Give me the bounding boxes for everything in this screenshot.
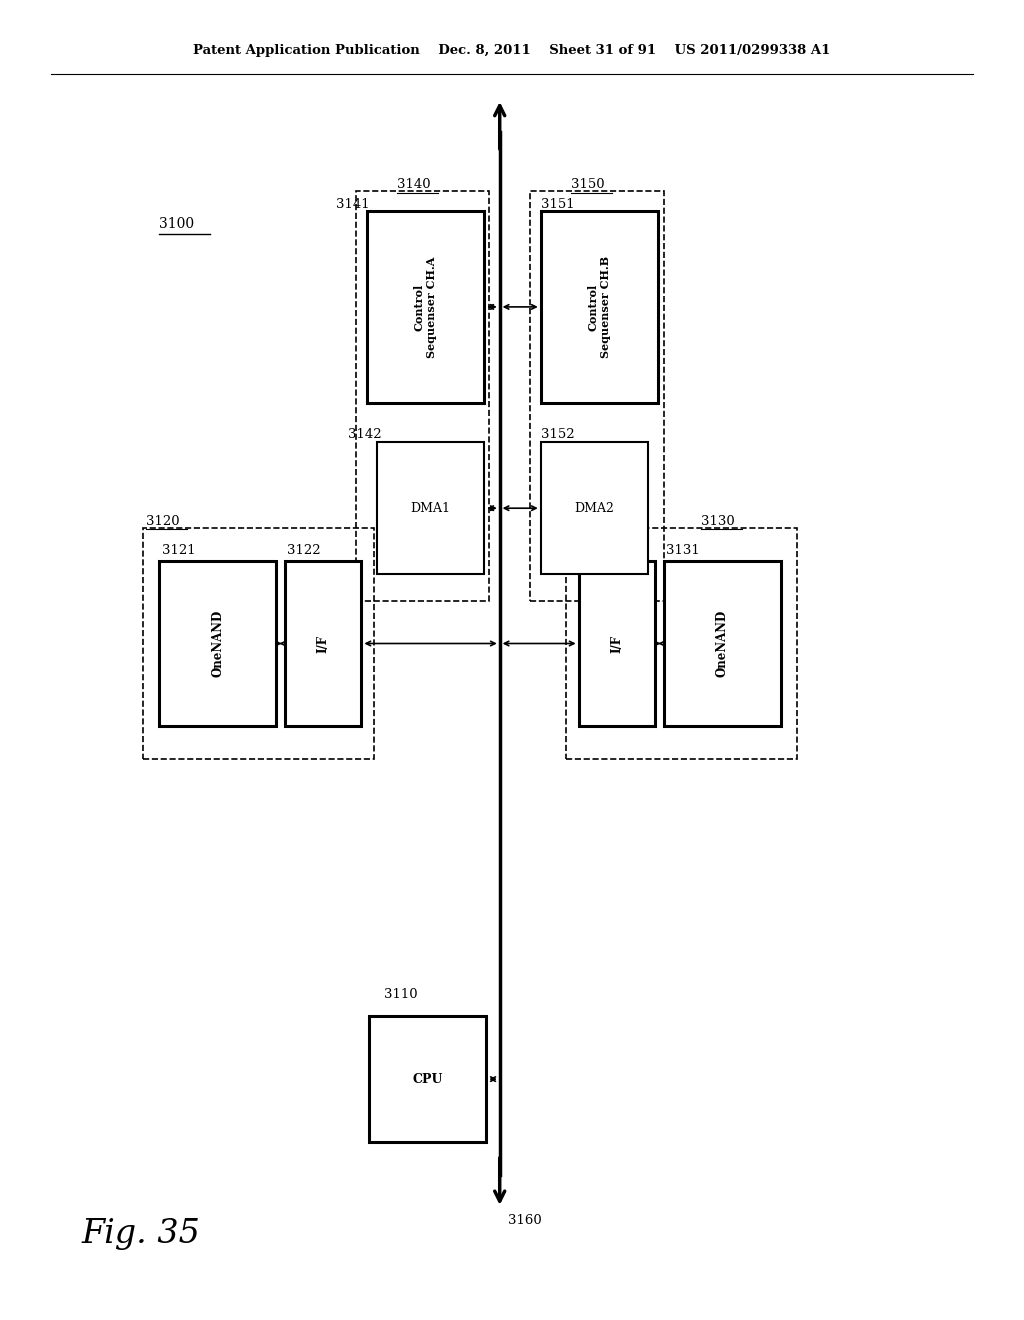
Text: 3122: 3122 [287,544,321,557]
Text: Control
Sequenser CH.A: Control Sequenser CH.A [414,256,437,358]
Bar [541,211,658,403]
Bar [530,191,664,601]
Text: 3131: 3131 [666,544,699,557]
Bar [579,561,655,726]
Bar [143,528,374,759]
Bar [664,561,781,726]
Text: 3150: 3150 [571,178,605,191]
Bar [285,561,361,726]
Bar [369,1016,486,1142]
Text: Fig. 35: Fig. 35 [82,1218,201,1250]
Text: 3160: 3160 [508,1214,542,1228]
Text: 3100: 3100 [159,216,194,231]
Text: 3121: 3121 [162,544,196,557]
Bar [566,528,797,759]
Text: DMA2: DMA2 [574,502,614,515]
Text: 3152: 3152 [541,428,574,441]
Text: 3151: 3151 [541,198,574,211]
Text: 3142: 3142 [348,428,382,441]
Text: 3130: 3130 [701,515,735,528]
Text: 3120: 3120 [146,515,180,528]
Text: 3110: 3110 [384,987,418,1001]
Bar [377,442,484,574]
Text: OneNAND: OneNAND [716,610,729,677]
Text: DMA1: DMA1 [411,502,451,515]
Text: CPU: CPU [413,1073,442,1085]
Text: OneNAND: OneNAND [211,610,224,677]
Text: 3140: 3140 [397,178,431,191]
Bar [356,191,489,601]
Text: 3132: 3132 [581,544,614,557]
Text: Control
Sequenser CH.B: Control Sequenser CH.B [588,256,611,358]
Text: 3141: 3141 [336,198,370,211]
Bar [159,561,276,726]
Text: I/F: I/F [316,635,330,652]
Bar [367,211,484,403]
Text: I/F: I/F [610,635,624,652]
Text: Patent Application Publication    Dec. 8, 2011    Sheet 31 of 91    US 2011/0299: Patent Application Publication Dec. 8, 2… [194,44,830,57]
Bar [541,442,648,574]
